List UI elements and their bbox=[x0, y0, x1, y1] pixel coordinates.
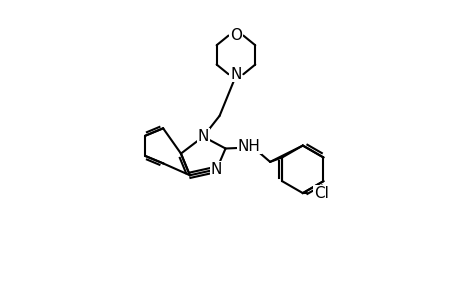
Text: N: N bbox=[197, 129, 208, 144]
Text: N: N bbox=[211, 162, 222, 177]
Text: NH: NH bbox=[237, 139, 260, 154]
Text: O: O bbox=[230, 28, 241, 43]
Text: N: N bbox=[230, 67, 241, 82]
Text: Cl: Cl bbox=[313, 186, 328, 201]
